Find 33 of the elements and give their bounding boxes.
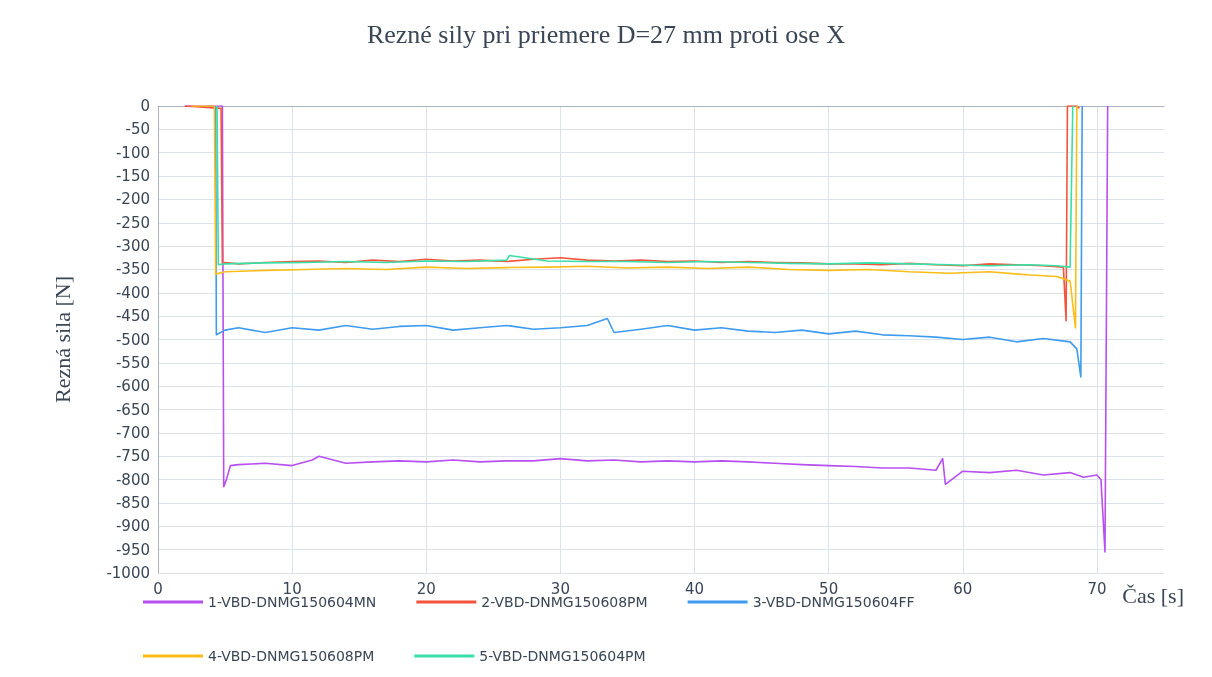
y-axis-title: Rezná sila [N]: [49, 275, 75, 404]
y-tick-label: -900: [115, 517, 150, 536]
y-tick-label: -650: [115, 400, 150, 419]
x-tick-label: 0: [153, 579, 163, 598]
x-tick-label: 40: [684, 579, 705, 598]
line-series: [216, 105, 1074, 268]
y-tick-label: -50: [125, 120, 150, 139]
y-tick-label: -400: [115, 283, 150, 302]
y-tick-label: -100: [115, 143, 150, 162]
x-tick-label: 60: [953, 579, 973, 598]
y-tick-label: -850: [115, 493, 150, 512]
chart-title: Rezné sily pri priemere D=27 mm proti ose X: [366, 19, 846, 49]
x-tick-label: 70: [1087, 579, 1107, 598]
y-tick-label: -250: [115, 213, 150, 232]
y-tick-label: -800: [115, 470, 150, 489]
x-tick-label: 20: [416, 579, 436, 598]
y-tick-label: -1000: [106, 564, 150, 582]
legend-label: 5-VBD-DNMG150604PM: [479, 648, 646, 664]
y-tick-label: -600: [115, 377, 150, 396]
y-tick-label: -300: [115, 237, 150, 256]
y-tick-label: -950: [115, 540, 150, 559]
y-tick-label: -700: [115, 423, 150, 442]
line-series: [214, 105, 1083, 378]
y-tick-label: -450: [115, 307, 150, 326]
legend-label: 4-VBD-DNMG150608PM: [208, 648, 375, 664]
y-tick-label: 0: [140, 97, 150, 115]
y-tick-label: -150: [115, 167, 150, 186]
y-tick-label: -750: [115, 447, 150, 466]
y-tick-label: -350: [115, 260, 150, 279]
x-axis-title: Čas [s]: [1122, 582, 1184, 608]
y-tick-label: -550: [115, 353, 150, 372]
y-tick-label: -200: [115, 190, 150, 209]
y-tick-label: -500: [115, 330, 150, 349]
